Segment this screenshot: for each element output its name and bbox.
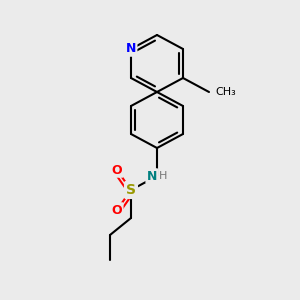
Text: O: O <box>112 164 122 176</box>
Text: CH₃: CH₃ <box>215 87 236 97</box>
Text: N: N <box>126 43 136 56</box>
Text: N: N <box>147 169 157 182</box>
Text: O: O <box>112 203 122 217</box>
Text: H: H <box>159 171 167 181</box>
Text: S: S <box>126 183 136 197</box>
